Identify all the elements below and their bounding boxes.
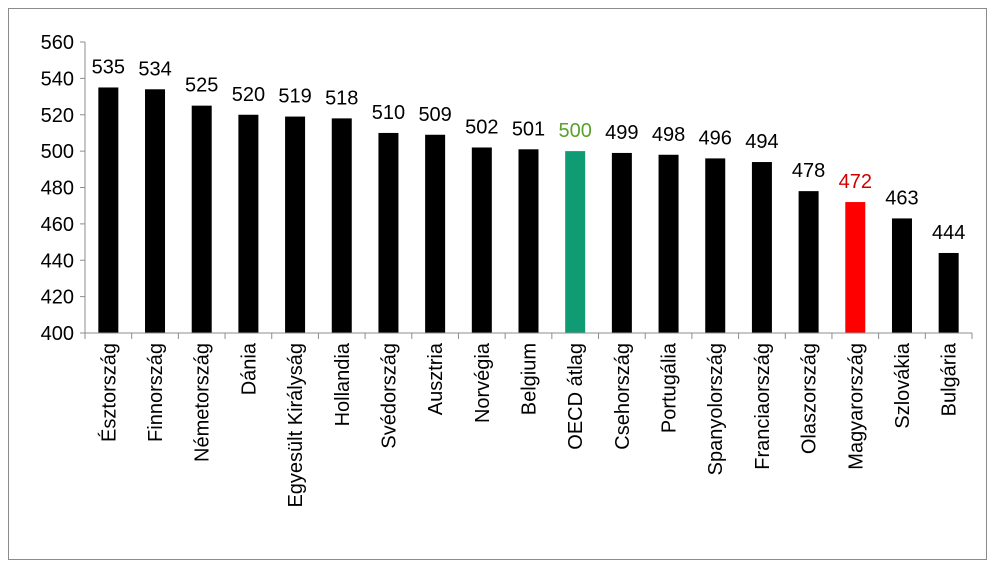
data-label: 472 [839,171,872,193]
data-label: 444 [932,222,965,244]
x-tick-label: Bulgária [939,342,961,416]
bar [565,151,586,333]
y-tick-label: 500 [41,141,74,163]
bar [285,116,306,333]
y-tick-label: 420 [41,287,74,309]
x-tick-label: Magyarország [845,343,867,470]
bar [658,154,679,333]
x-tick-label: Németország [192,343,214,462]
x-tick-label: Franciaország [752,343,774,470]
data-label: 502 [465,116,498,138]
bar [705,158,726,333]
y-axis: 400 420 440 460 480 500 520 540 560 [41,32,86,345]
x-tick-label: Portugália [659,342,681,433]
x-tick-label: Csehország [612,343,634,450]
bar [331,118,352,333]
bar [191,105,212,333]
data-label: 500 [558,120,591,142]
y-tick-label: 560 [41,32,74,54]
y-tick-label: 440 [41,250,74,272]
data-label: 499 [605,122,638,144]
y-tick-label: 460 [41,214,74,236]
bar [425,134,446,333]
data-label: 510 [372,102,405,124]
bar [145,89,166,333]
y-tick-label: 400 [41,323,74,345]
x-tick-label: Egyesült Királyság [285,343,307,508]
bar [751,162,772,333]
x-tick-label: Dánia [238,342,260,395]
x-tick-label: Norvégia [472,342,494,423]
data-label: 534 [138,58,171,80]
y-tick-label: 480 [41,178,74,200]
x-tick-label: OECD átlag [565,343,587,450]
x-tick-label: Svédország [378,343,400,449]
x-tick-label: Szlovákia [892,342,914,428]
data-label: 520 [232,84,265,106]
x-tick-label: Spanyolország [705,343,727,475]
bar [611,152,632,333]
x-axis: Észtország Finnország Németország Dánia Egye… [84,332,973,508]
bar [98,87,119,333]
x-tick-label: Finnország [145,343,167,442]
y-tick-label: 540 [41,68,74,90]
bars [98,87,959,333]
x-tick-label: Belgium [519,343,541,415]
data-label: 519 [278,86,311,108]
data-label: 498 [652,124,685,146]
bar [378,132,399,333]
bar [891,218,912,333]
y-tick-label: 520 [41,105,74,127]
bar [938,252,959,333]
bar [518,149,539,333]
data-label: 535 [92,56,125,78]
data-label: 518 [325,87,358,109]
value-labels: 535 534 525 520 519 518 510 509 502 501 500 499 498 4… [92,56,966,244]
data-label: 501 [512,118,545,140]
bar [238,114,259,333]
x-tick-label: Hollandia [332,342,354,426]
bar [798,191,819,333]
chart-frame [8,8,987,560]
x-tick-label: Olaszország [799,343,821,454]
x-tick-label: Észtország [97,343,120,442]
x-tick-label: Ausztria [425,342,447,415]
data-label: 496 [699,127,732,149]
data-label: 509 [418,104,451,126]
bar [471,147,492,333]
data-label: 463 [885,187,918,209]
data-label: 494 [745,131,778,153]
bar [845,202,866,333]
data-label: 478 [792,160,825,182]
data-label: 525 [185,75,218,97]
